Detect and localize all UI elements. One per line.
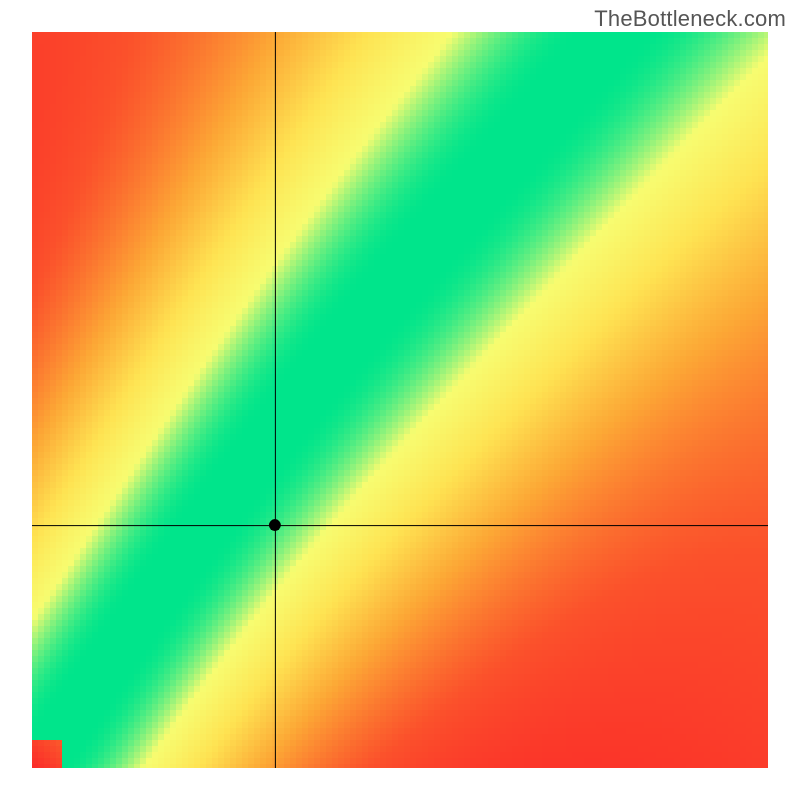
chart-container: TheBottleneck.com — [0, 0, 800, 800]
chart-area — [32, 32, 768, 768]
watermark-text: TheBottleneck.com — [594, 6, 786, 32]
heatmap-canvas — [32, 32, 768, 768]
